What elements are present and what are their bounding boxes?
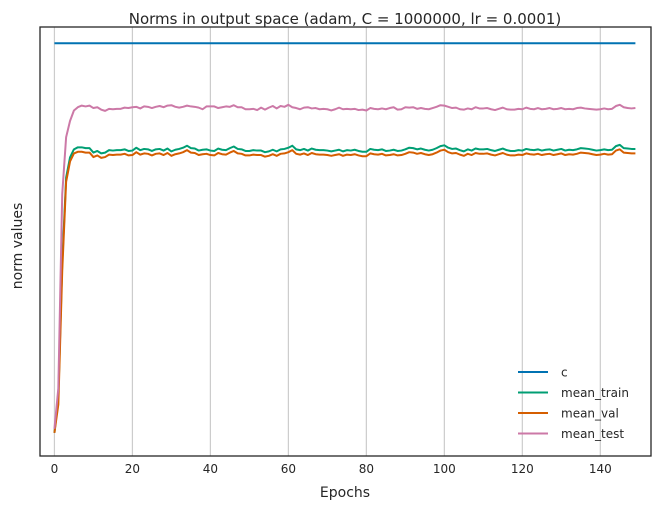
chart-title: Norms in output space (adam, C = 1000000… <box>129 10 562 28</box>
legend-label-mean-test: mean_test <box>561 427 624 441</box>
gridlines <box>53 27 601 456</box>
series-line-mean-val <box>53 148 636 433</box>
x-tick-label: 80 <box>359 462 374 476</box>
series-lines <box>53 42 636 433</box>
legend-label-mean-val: mean_val <box>561 407 619 421</box>
x-tick-label: 0 <box>51 462 59 476</box>
y-axis-label: norm values <box>10 203 26 290</box>
x-axis-ticks: 0 20 40 60 80 100 120 140 <box>51 462 612 476</box>
series-line-mean-test <box>53 103 636 429</box>
legend-label-c: c <box>561 366 568 380</box>
x-tick-label: 60 <box>281 462 296 476</box>
plot-frame <box>39 26 652 457</box>
x-tick-label: 120 <box>511 462 534 476</box>
legend-label-mean-train: mean_train <box>561 386 629 400</box>
x-tick-label: 40 <box>203 462 218 476</box>
x-tick-label: 100 <box>433 462 456 476</box>
series-line-mean-train <box>53 143 636 433</box>
x-axis-label: Epochs <box>320 485 370 501</box>
x-tick-label: 20 <box>125 462 140 476</box>
x-tick-label: 140 <box>589 462 612 476</box>
legend: c mean_train mean_val mean_test <box>518 366 629 441</box>
